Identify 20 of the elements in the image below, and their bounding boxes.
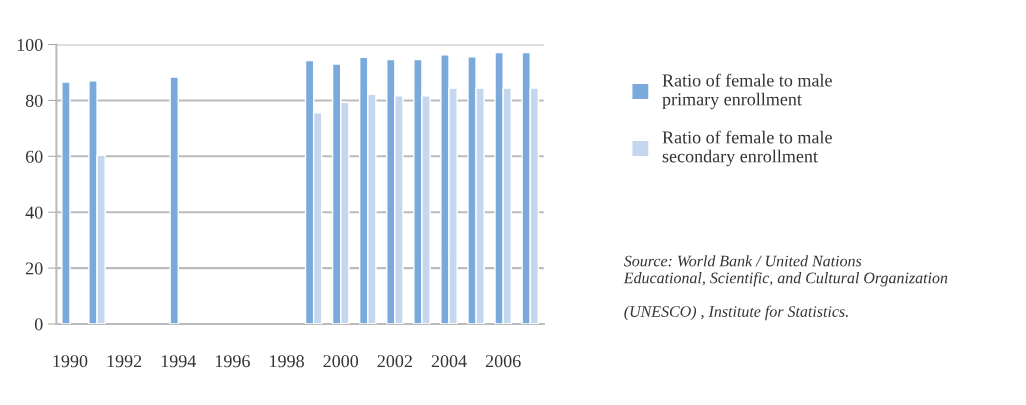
x-tick-label: 1992 bbox=[107, 355, 142, 368]
legend-label: Ratio of female to male secondary enrollment bbox=[662, 130, 832, 167]
y-tick-label: 80 bbox=[25, 94, 43, 107]
x-tick-label: 2004 bbox=[431, 355, 467, 368]
x-tick-label: 2000 bbox=[323, 355, 359, 368]
y-tick-label: 0 bbox=[34, 318, 43, 331]
x-tick-label: 1998 bbox=[270, 355, 304, 368]
x-tick-label: 2006 bbox=[485, 355, 521, 368]
bar bbox=[61, 81, 71, 324]
source-note: Source: World Bank / United Nations Educational, Scientific, and Cultural Organization (UNESCO) , Institute for Statistics. bbox=[623, 255, 948, 321]
y-tick-label: 60 bbox=[25, 150, 43, 163]
y-tick-label: 40 bbox=[25, 206, 43, 219]
x-tick-label: 1990 bbox=[53, 355, 88, 368]
bar bbox=[169, 76, 179, 324]
y-tick-label: 100 bbox=[17, 38, 43, 51]
x-tick-label: 2002 bbox=[377, 355, 412, 368]
x-tick-label: 1994 bbox=[161, 355, 197, 368]
x-tick-label: 1996 bbox=[215, 355, 250, 368]
y-tick-label: 20 bbox=[25, 262, 43, 275]
legend-label: Ratio of female to male primary enrollment bbox=[662, 73, 832, 110]
